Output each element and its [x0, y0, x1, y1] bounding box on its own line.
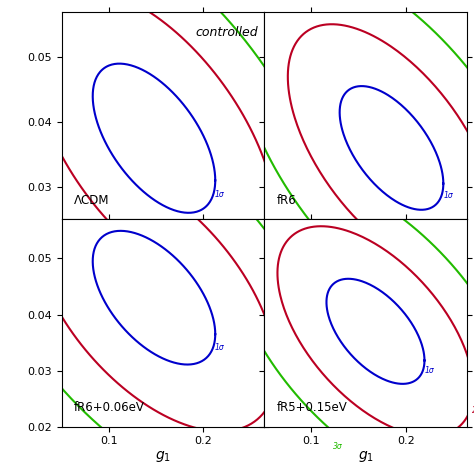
Text: 1σ: 1σ	[215, 343, 225, 352]
X-axis label: $g_1$: $g_1$	[357, 449, 374, 464]
Text: fR5+0.15eV: fR5+0.15eV	[276, 401, 347, 414]
Text: 1σ: 1σ	[215, 191, 225, 200]
Text: 2σ: 2σ	[472, 406, 474, 415]
Text: 2σ: 2σ	[274, 392, 284, 401]
Text: 1σ: 1σ	[425, 366, 435, 375]
Text: controlled: controlled	[196, 27, 258, 39]
Text: 1σ: 1σ	[444, 191, 453, 200]
X-axis label: $g_1$: $g_1$	[155, 449, 171, 464]
Text: ΛCDM: ΛCDM	[74, 194, 109, 207]
Text: fR6: fR6	[276, 194, 296, 207]
Text: 3σ: 3σ	[333, 303, 343, 312]
Text: 3σ: 3σ	[333, 442, 343, 451]
Text: 2σ: 2σ	[274, 247, 284, 256]
Text: fR6+0.06eV: fR6+0.06eV	[74, 401, 145, 414]
